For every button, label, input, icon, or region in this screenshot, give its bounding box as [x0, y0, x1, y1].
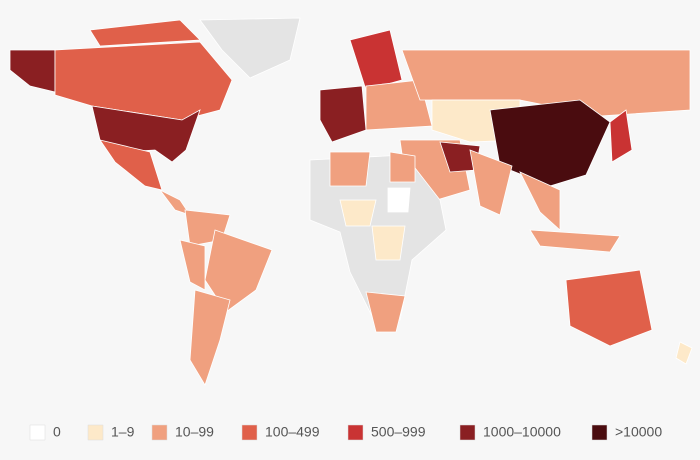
japan: [609, 109, 633, 163]
egypt: [389, 151, 416, 183]
legend-label: 1000–10000: [483, 424, 561, 440]
argentina-chile: [189, 289, 231, 386]
legend-label: >10000: [615, 424, 662, 440]
new-zealand: [675, 341, 693, 365]
alaska: [9, 49, 56, 93]
legend-swatch: [87, 424, 104, 441]
world-map: [9, 17, 693, 386]
india: [469, 149, 513, 216]
legend-label: 0: [53, 424, 61, 440]
legend-item[interactable]: 1000–10000: [459, 424, 561, 441]
legend-swatch: [29, 424, 46, 441]
southeast-asia: [519, 171, 561, 231]
algeria: [329, 151, 371, 187]
legend-swatch: [459, 424, 476, 441]
legend-swatch: [241, 424, 258, 441]
canada: [54, 41, 233, 121]
legend-item[interactable]: 500–999: [347, 424, 426, 441]
legend-swatch: [151, 424, 168, 441]
chad: [387, 187, 411, 213]
south-africa: [365, 291, 406, 333]
indonesia: [529, 229, 621, 253]
legend-item[interactable]: 1–9: [87, 424, 135, 441]
legend-item[interactable]: 100–499: [241, 424, 320, 441]
legend-label: 100–499: [265, 424, 320, 440]
mexico: [99, 139, 163, 191]
central-africa: [371, 225, 406, 261]
legend-swatch: [591, 424, 608, 441]
legend-label: 1–9: [111, 424, 135, 440]
greenland: [199, 17, 301, 79]
legend-item[interactable]: 10–99: [151, 424, 214, 441]
legend-label: 500–999: [371, 424, 426, 440]
legend: 0 1–9 10–99 100–499 500–999 1000–10000 >10000: [29, 424, 662, 441]
arctic-islands: [89, 19, 201, 47]
brazil: [204, 229, 273, 313]
peru: [179, 239, 206, 291]
legend-label: 10–99: [175, 424, 214, 440]
western-europe: [319, 85, 367, 143]
legend-item[interactable]: >10000: [591, 424, 662, 441]
legend-item[interactable]: 0: [29, 424, 61, 441]
scandinavia: [349, 29, 403, 91]
legend-swatch: [347, 424, 364, 441]
australia: [565, 269, 653, 347]
west-africa: [339, 199, 377, 227]
